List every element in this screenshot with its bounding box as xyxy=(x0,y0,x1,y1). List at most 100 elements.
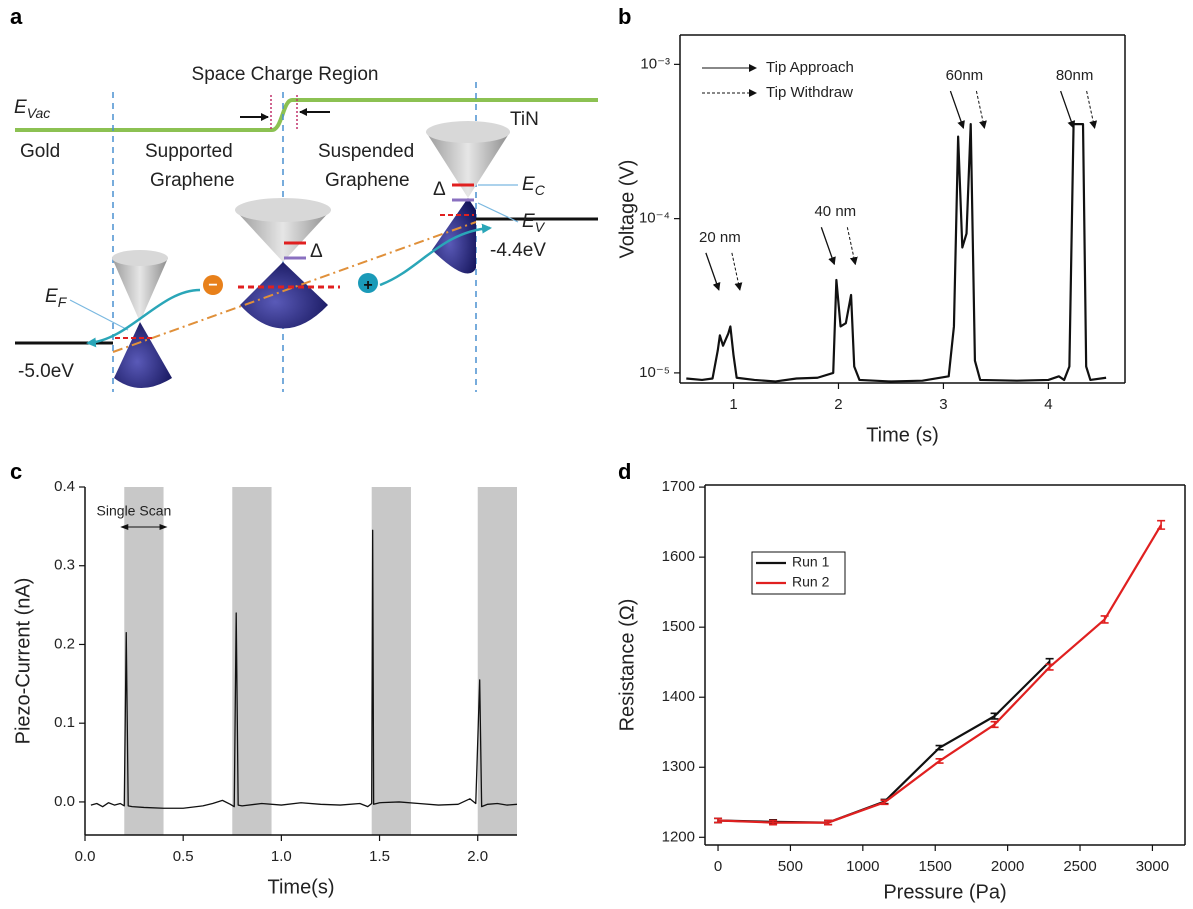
label-base: E xyxy=(522,174,535,195)
label-sub: F xyxy=(58,294,68,310)
energy-label: EV xyxy=(522,211,546,235)
scan-band xyxy=(371,487,411,835)
y-tick-label: 0.3 xyxy=(54,557,75,574)
pointer xyxy=(477,202,519,223)
error-bar xyxy=(935,758,944,764)
x-tick-label: 0.5 xyxy=(173,848,194,865)
gap-label: Δ xyxy=(310,241,323,262)
x-axis-label: Time (s) xyxy=(866,424,939,446)
x-tick-label: 2 xyxy=(834,396,842,413)
y-tick-label: 0.1 xyxy=(54,714,75,731)
y-tick-label: 1700 xyxy=(662,478,695,495)
error-bar xyxy=(1045,663,1054,671)
x-tick-label: 1.5 xyxy=(369,848,390,865)
y-tick-label: 1200 xyxy=(662,828,695,845)
level-label: -4.4eV xyxy=(490,240,546,261)
energy-label: EVac xyxy=(14,97,50,121)
legend-label: Tip Withdraw xyxy=(766,84,853,101)
y-axis-label: Piezo-Current (nA) xyxy=(12,578,34,745)
y-tick-label: 0.0 xyxy=(54,793,75,810)
chart: 0 500 1000 1500 2000 2500 3000 1200 1300 1400 1500… xyxy=(616,478,1186,903)
carrier-sign: − xyxy=(208,277,217,294)
y-tick-label: 0.2 xyxy=(54,635,75,652)
approach-arrow xyxy=(820,227,836,266)
energy-label: EC xyxy=(522,174,546,198)
x-tick-label: 0.0 xyxy=(75,848,96,865)
legend-label: Run 2 xyxy=(792,574,830,590)
gap-label: Δ xyxy=(433,179,446,200)
scan-band xyxy=(124,487,164,835)
label-base: E xyxy=(14,97,27,118)
x-axis-label: Pressure (Pa) xyxy=(883,881,1006,903)
label-sub: V xyxy=(535,219,546,235)
material-label: Graphene xyxy=(325,170,410,191)
peak-label: 60nm xyxy=(946,67,984,84)
x-tick-label: 1500 xyxy=(919,858,952,875)
scan-band xyxy=(232,487,272,835)
label-base: E xyxy=(45,286,58,307)
error-bar xyxy=(824,819,833,826)
cone-top xyxy=(112,250,168,266)
carrier-arrow xyxy=(379,223,492,287)
carrier-arrow xyxy=(86,288,201,348)
peak-label: 80nm xyxy=(1056,67,1094,84)
energy-label: EF xyxy=(45,286,68,310)
approach-arrow xyxy=(949,90,965,129)
withdraw-arrow xyxy=(975,90,987,130)
material-label: TiN xyxy=(510,109,539,130)
material-label: Suspended xyxy=(318,141,414,162)
y-tick-label: 10⁻⁵ xyxy=(639,364,670,381)
peak-label: 20 nm xyxy=(699,229,741,246)
label-sub: Vac xyxy=(27,105,51,121)
error-bar xyxy=(880,799,889,806)
cone xyxy=(432,198,476,274)
y-tick-label: 10⁻⁴ xyxy=(639,210,670,227)
y-tick-label: 1600 xyxy=(662,548,695,565)
legend-label: Run 1 xyxy=(792,554,830,570)
x-tick-label: 1.0 xyxy=(271,848,292,865)
x-tick-label: 1000 xyxy=(846,858,879,875)
y-tick-label: 1500 xyxy=(662,618,695,635)
error-bar xyxy=(990,720,999,729)
cone xyxy=(235,210,331,262)
panel-letter: c xyxy=(10,459,22,484)
data-line xyxy=(686,123,1107,383)
cone xyxy=(114,322,172,388)
withdraw-arrow xyxy=(731,252,743,291)
x-tick-label: 4 xyxy=(1044,396,1052,413)
region-title: Space Charge Region xyxy=(192,64,379,85)
band-annotation: Single Scan xyxy=(97,503,172,519)
x-tick-label: 500 xyxy=(778,858,803,875)
material-label: Supported xyxy=(145,141,233,162)
approach-arrow xyxy=(705,252,721,291)
scan-band xyxy=(477,487,517,835)
material-label: Gold xyxy=(20,141,60,162)
cone-top xyxy=(235,198,331,222)
peak-label: 40 nm xyxy=(814,203,856,220)
panel-letter: d xyxy=(618,459,631,484)
fermi-slope xyxy=(112,221,477,353)
y-tick-label: 1400 xyxy=(662,688,695,705)
legend-label: Tip Approach xyxy=(766,59,854,76)
legend-box xyxy=(751,551,846,595)
chart: 1 2 3 4 10⁻⁵ 10⁻⁴ 10⁻³ Voltage (V) Time (s) Tip A… xyxy=(616,34,1126,446)
label-sub: C xyxy=(535,182,546,198)
cone xyxy=(426,132,510,198)
withdraw-arrow xyxy=(846,227,858,266)
chart: Single Scan 0.0 0.5 1.0 1.5 2.0 0.0 0.1 0.2 0.3 0.… xyxy=(12,478,518,898)
x-tick-label: 2.0 xyxy=(467,848,488,865)
error-bar xyxy=(1100,615,1109,624)
y-axis-label: Resistance (Ω) xyxy=(616,599,638,732)
cone-top xyxy=(426,121,510,143)
error-bar xyxy=(935,744,944,751)
label-base: E xyxy=(522,211,535,232)
panel-letter: a xyxy=(10,4,23,29)
y-tick-label: 10⁻³ xyxy=(640,55,670,72)
x-tick-label: 2000 xyxy=(991,858,1024,875)
pointer xyxy=(69,299,129,331)
x-axis-label: Time(s) xyxy=(267,876,334,898)
data-line xyxy=(718,660,1051,824)
level-label: -5.0eV xyxy=(18,361,74,382)
carrier-sign: + xyxy=(363,277,372,294)
